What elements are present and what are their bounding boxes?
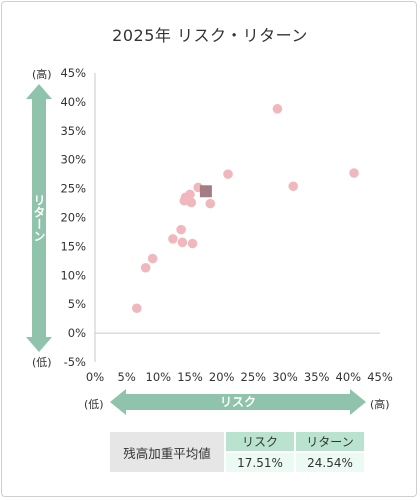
y-tick-label: 15%: [60, 239, 86, 253]
data-point: [288, 181, 299, 192]
data-point: [140, 262, 151, 273]
x-tick-label: 30%: [272, 370, 298, 384]
return-header: リターン: [294, 432, 364, 452]
y-high-label: (高): [32, 68, 52, 81]
weighted-average-table: 残高加重平均値 リスク リターン 17.51% 24.54%: [110, 432, 364, 472]
y-tick-label: 35%: [60, 124, 86, 138]
x-tick-label: 40%: [336, 370, 362, 384]
x-low-label: (低): [84, 398, 104, 411]
data-point: [272, 104, 283, 114]
return-arrow: リターン: [26, 84, 52, 352]
x-tick-labels: 0% 5% 10% 15% 20% 25% 30% 35% 40% 45%: [86, 370, 393, 384]
data-point: [176, 224, 186, 235]
y-tick-label: 40%: [60, 95, 86, 109]
y-tick-label: 30%: [60, 153, 86, 167]
y-tick-label: 5%: [68, 297, 86, 311]
data-point: [187, 238, 198, 249]
weighted-average-label: 残高加重平均値: [110, 432, 225, 472]
data-point: [186, 197, 197, 208]
risk-value: 17.51%: [224, 451, 295, 472]
x-high-label: (高): [370, 398, 390, 411]
data-point: [147, 253, 158, 264]
y-tick-labels: 45% 40% 35% 30% 25% 20% 15% 10% 5% 0% -5%: [60, 66, 86, 369]
return-axis-label: リターン: [32, 194, 46, 242]
y-low-label: (低): [32, 356, 52, 369]
x-tick-label: 20%: [209, 370, 235, 384]
data-point: [185, 189, 195, 200]
data-point: [349, 168, 359, 178]
data-point: [177, 237, 188, 248]
weighted-average-marker: [199, 185, 212, 198]
risk-axis-label: リスク: [220, 395, 256, 409]
scatter-plot: 45%40%35%30%25%20%15%10%5%0%-5% 0% 5% 10% 1…: [26, 66, 393, 415]
x-tick-label: 45%: [367, 370, 393, 384]
data-point: [205, 198, 216, 209]
data-points: [132, 104, 359, 314]
data-point: [168, 234, 178, 244]
return-value: 24.54%: [294, 451, 364, 472]
data-point: [132, 303, 142, 314]
risk-arrow: リスク: [110, 389, 366, 415]
x-tick-label: 5%: [118, 370, 136, 384]
risk-header: リスク: [224, 432, 295, 452]
chart-title: 2025年 リスク・リターン: [112, 26, 308, 45]
x-tick-label: 25%: [241, 370, 267, 384]
x-tick-label: 15%: [177, 370, 203, 384]
axes: [94, 73, 380, 362]
x-tick-label: 0%: [86, 370, 104, 384]
y-tick-label: 45%: [60, 66, 86, 80]
data-point: [223, 169, 233, 179]
y-tick-label: 0%: [68, 326, 86, 340]
y-tick-label: 25%: [60, 182, 86, 196]
y-tick-label: 10%: [60, 268, 86, 282]
y-tick-label: -5%: [64, 355, 86, 369]
x-tick-label: 10%: [146, 370, 172, 384]
x-tick-label: 35%: [304, 370, 330, 384]
y-tick-label: 20%: [60, 211, 86, 225]
